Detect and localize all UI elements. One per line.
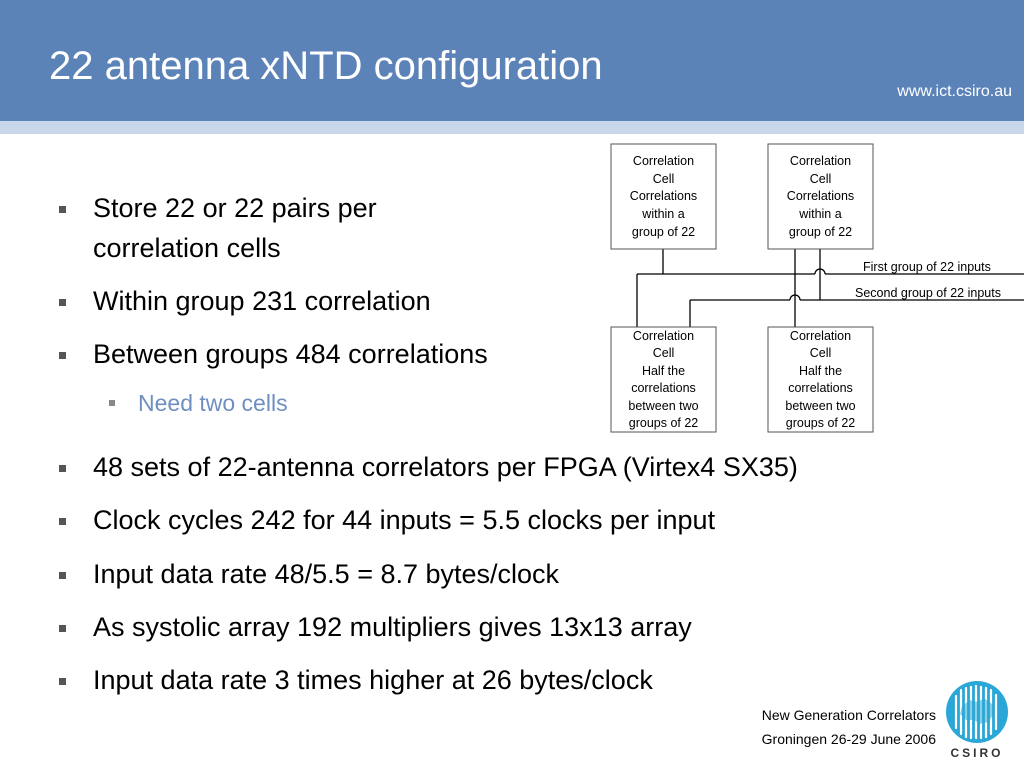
cell-text-bottom-left: Correlation Cell Half the correlations b… [628, 329, 698, 430]
cell-text-bottom-right: Correlation Cell Half the correlations b… [785, 329, 855, 430]
cell-line: Correlation [633, 154, 694, 168]
slide-title: 22 antenna xNTD configuration [49, 44, 603, 88]
second-group-label: Second group of 22 inputs [855, 286, 1001, 300]
cell-line: group of 22 [632, 225, 695, 239]
cell-line: between two [785, 399, 855, 413]
cell-box-bottom-left [610, 326, 717, 433]
cell-line: Half the [799, 364, 842, 378]
cell-line: Cell [653, 172, 675, 186]
cell-line: between two [628, 399, 698, 413]
cell-text-top-left: Correlation Cell Correlations within a g… [630, 154, 697, 239]
header-bar [0, 0, 1024, 121]
footer-event-date: Groningen 26-29 June 2006 [761, 731, 936, 747]
diagram-wires [636, 249, 1024, 327]
first-group-label: First group of 22 inputs [863, 260, 991, 274]
cell-line: Cell [653, 346, 675, 360]
cell-line: groups of 22 [786, 416, 856, 430]
cell-line: groups of 22 [629, 416, 699, 430]
header-stripe [0, 121, 1024, 134]
cell-line: within a [641, 207, 684, 221]
cell-line: Correlation [790, 154, 851, 168]
cell-line: Cell [810, 172, 832, 186]
cell-line: within a [798, 207, 841, 221]
cell-line: correlations [788, 381, 853, 395]
cell-box-top-right [767, 143, 874, 250]
footer-event-name: New Generation Correlators [761, 707, 936, 723]
header-url: www.ict.csiro.au [897, 83, 1012, 100]
cell-line: group of 22 [789, 225, 852, 239]
csiro-logo: CSIRO [946, 681, 1008, 760]
cell-box-top-left [610, 143, 717, 250]
cell-line: Correlations [787, 189, 854, 203]
cell-line: Correlation [790, 329, 851, 343]
cell-text-top-right: Correlation Cell Correlations within a g… [787, 154, 854, 239]
cell-line: Correlation [633, 329, 694, 343]
cell-line: Cell [810, 346, 832, 360]
cell-line: Correlations [630, 189, 697, 203]
logo-australia-shape [960, 698, 994, 724]
cell-line: correlations [631, 381, 696, 395]
cell-box-bottom-right [767, 326, 874, 433]
cell-line: Half the [642, 364, 685, 378]
logo-text: CSIRO [950, 746, 1003, 760]
